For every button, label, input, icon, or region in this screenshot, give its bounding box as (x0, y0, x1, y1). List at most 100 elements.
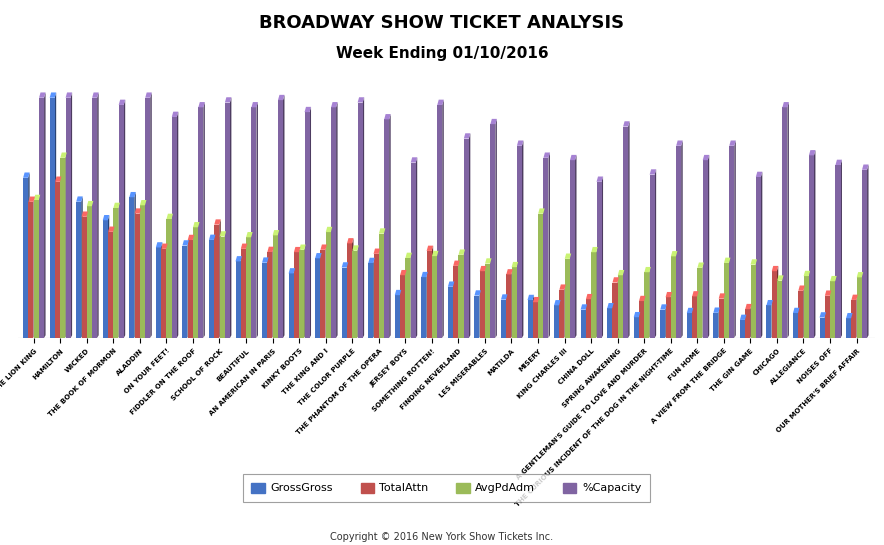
Polygon shape (559, 300, 560, 338)
Polygon shape (28, 197, 35, 202)
Polygon shape (650, 174, 655, 338)
Polygon shape (437, 251, 438, 338)
Polygon shape (846, 318, 851, 338)
Polygon shape (841, 160, 842, 338)
Polygon shape (187, 240, 189, 338)
Polygon shape (511, 269, 513, 338)
Polygon shape (666, 292, 672, 297)
Polygon shape (613, 282, 618, 338)
Polygon shape (825, 312, 826, 338)
Polygon shape (729, 258, 730, 338)
Polygon shape (804, 271, 810, 276)
Polygon shape (400, 270, 407, 275)
Polygon shape (309, 107, 311, 338)
Polygon shape (187, 240, 193, 338)
Polygon shape (315, 258, 320, 338)
Polygon shape (809, 271, 810, 338)
Polygon shape (187, 235, 194, 240)
Polygon shape (814, 150, 815, 338)
Polygon shape (278, 95, 285, 100)
Polygon shape (283, 95, 285, 338)
Polygon shape (299, 250, 304, 338)
Polygon shape (862, 170, 867, 338)
Polygon shape (857, 277, 862, 338)
Polygon shape (76, 196, 83, 202)
Polygon shape (825, 296, 830, 338)
Polygon shape (751, 259, 757, 264)
Polygon shape (193, 235, 194, 338)
Polygon shape (427, 246, 433, 251)
Polygon shape (491, 124, 495, 338)
Polygon shape (469, 134, 470, 338)
Polygon shape (92, 98, 97, 338)
Polygon shape (575, 155, 576, 338)
Polygon shape (581, 304, 587, 310)
Polygon shape (209, 240, 214, 338)
Polygon shape (745, 309, 751, 338)
Polygon shape (39, 98, 44, 338)
Polygon shape (358, 102, 362, 338)
Polygon shape (570, 160, 575, 338)
Polygon shape (533, 297, 539, 302)
Polygon shape (634, 317, 639, 338)
Polygon shape (342, 262, 348, 268)
Polygon shape (544, 153, 550, 158)
Polygon shape (516, 262, 518, 338)
Polygon shape (60, 158, 65, 338)
Polygon shape (644, 272, 650, 338)
Polygon shape (214, 225, 219, 338)
Polygon shape (379, 234, 384, 338)
Polygon shape (331, 227, 332, 338)
Polygon shape (171, 112, 179, 117)
Polygon shape (862, 165, 868, 170)
Legend: GrossGross, TotalAttn, AvgPdAdm, %Capacity: GrossGross, TotalAttn, AvgPdAdm, %Capaci… (242, 474, 651, 502)
Polygon shape (326, 232, 331, 338)
Polygon shape (475, 290, 481, 295)
Polygon shape (830, 290, 831, 338)
Polygon shape (406, 253, 412, 258)
Polygon shape (491, 119, 497, 124)
Polygon shape (332, 107, 336, 338)
Polygon shape (65, 153, 67, 338)
Polygon shape (564, 284, 566, 338)
Polygon shape (293, 268, 295, 338)
Polygon shape (422, 272, 428, 277)
Polygon shape (262, 257, 269, 263)
Polygon shape (719, 299, 724, 338)
Polygon shape (304, 112, 309, 338)
Polygon shape (44, 93, 46, 338)
Polygon shape (108, 227, 115, 232)
Polygon shape (65, 93, 72, 98)
Polygon shape (87, 201, 94, 206)
Polygon shape (798, 286, 804, 291)
Polygon shape (772, 300, 773, 338)
Polygon shape (782, 275, 783, 338)
Polygon shape (618, 275, 623, 338)
Polygon shape (565, 259, 569, 338)
Polygon shape (729, 141, 735, 146)
Polygon shape (118, 105, 124, 338)
Polygon shape (548, 153, 550, 338)
Polygon shape (400, 275, 405, 338)
Polygon shape (65, 98, 71, 338)
Polygon shape (362, 97, 364, 338)
Polygon shape (862, 272, 863, 338)
Polygon shape (432, 256, 437, 338)
Polygon shape (586, 304, 587, 338)
Polygon shape (464, 138, 469, 338)
Polygon shape (602, 177, 603, 338)
Polygon shape (766, 305, 772, 338)
Polygon shape (809, 155, 814, 338)
Polygon shape (219, 219, 221, 338)
Polygon shape (581, 310, 586, 338)
Polygon shape (23, 172, 30, 178)
Polygon shape (458, 261, 460, 338)
Polygon shape (697, 263, 704, 268)
Polygon shape (713, 313, 719, 338)
Polygon shape (687, 308, 693, 313)
Polygon shape (537, 297, 539, 338)
Polygon shape (819, 312, 826, 318)
Polygon shape (336, 102, 338, 338)
Polygon shape (554, 305, 559, 338)
Polygon shape (798, 291, 804, 338)
